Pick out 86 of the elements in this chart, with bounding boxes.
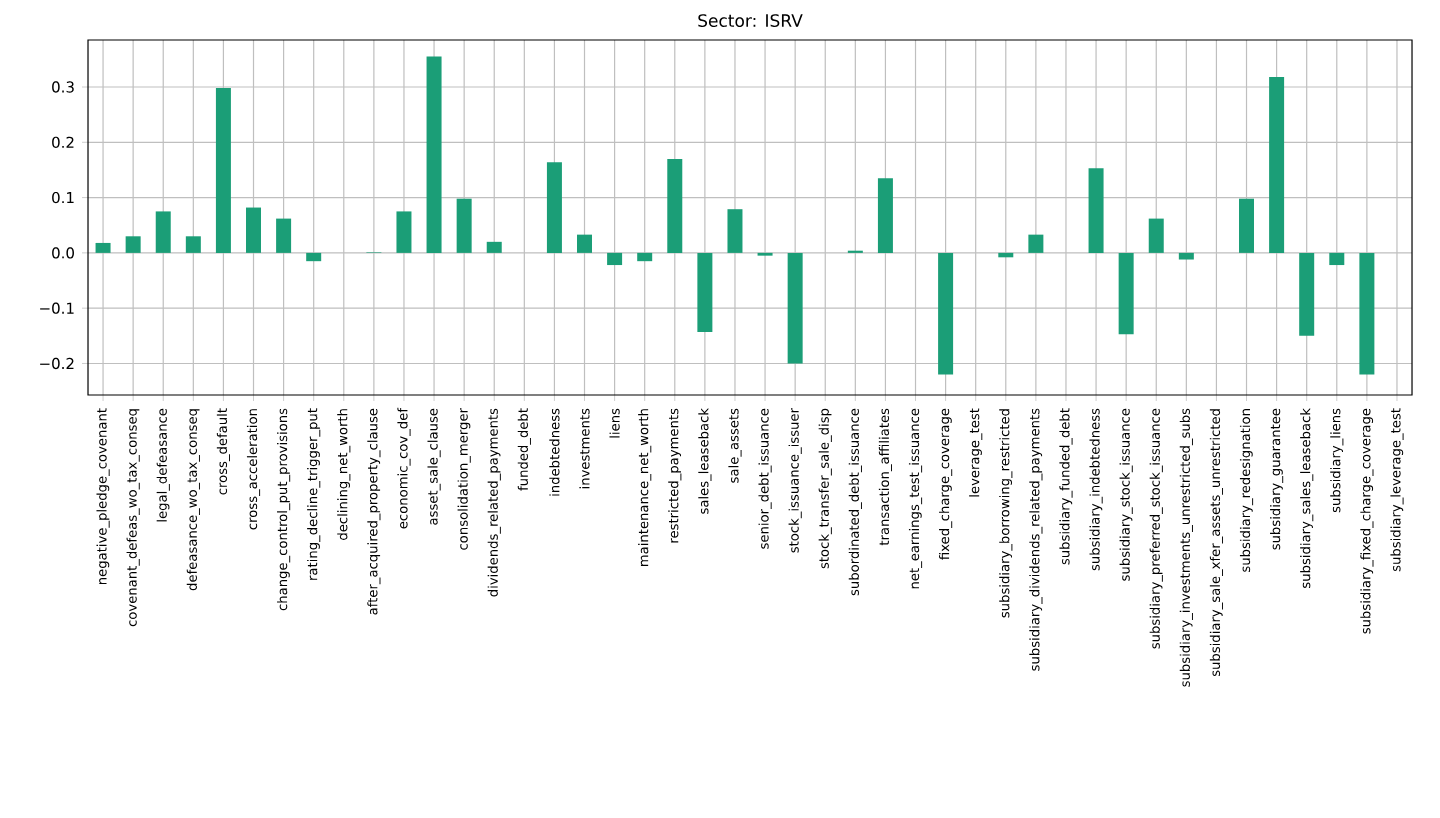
bar <box>546 162 562 253</box>
x-tick-label: sales_leaseback <box>698 408 712 514</box>
x-tick-label: subsidiary_preferred_stock_issuance <box>1149 408 1163 649</box>
x-tick-label: asset_sale_clause <box>427 408 441 525</box>
x-tick-label: subsidiary_redesignation <box>1239 409 1254 572</box>
bar <box>95 242 111 253</box>
bar <box>1299 252 1315 336</box>
bar <box>1359 252 1375 375</box>
bar <box>426 56 442 253</box>
bar <box>125 236 141 253</box>
x-tick-label: subsidiary_stock_issuance <box>1119 408 1133 581</box>
bar <box>185 236 201 253</box>
x-tick-label: consolidation_merger <box>457 408 471 550</box>
x-tick-label: subsidiary_dividends_related_payments <box>1029 408 1043 671</box>
x-tick-label: indebtedness <box>549 408 560 496</box>
x-tick-label: subsidiary_fixed_charge_coverage <box>1360 408 1374 634</box>
bar <box>306 252 322 262</box>
bar <box>276 218 292 253</box>
x-tick-label: senior_debt_issuance <box>758 408 772 549</box>
x-tick-label: subsidiary_sales_leaseback <box>1300 408 1314 588</box>
bar <box>1178 252 1194 260</box>
bar <box>1239 198 1255 253</box>
x-tick-label: subsidiary_funded_debt <box>1059 408 1073 565</box>
x-tick-label: subsidiary_liens <box>1330 408 1344 513</box>
x-tick-label: funded_debt <box>517 408 531 491</box>
x-tick-label: covenant_defeas_wo_tax_conseq <box>126 409 140 627</box>
bar <box>155 211 171 253</box>
x-tick-label: cross_acceleration <box>246 409 261 530</box>
y-tick-label: −0.1 <box>40 302 74 314</box>
bar <box>396 211 412 253</box>
bar <box>456 198 472 253</box>
x-tick-label: subordinated_debt_issuance <box>848 408 862 596</box>
bar <box>697 252 713 332</box>
bar <box>607 252 623 266</box>
bar <box>1329 252 1345 266</box>
x-tick-label: cross_default <box>216 408 230 495</box>
y-tick-label: 0.2 <box>52 136 74 148</box>
bar <box>1269 77 1285 253</box>
x-tick-label: dividends_related_payments <box>487 408 501 597</box>
x-tick-label: stock_transfer_sale_disp <box>818 408 832 569</box>
x-tick-label: transaction_affiliates <box>878 408 893 546</box>
bar <box>787 252 803 364</box>
x-tick-label: net_earnings_test_issuance <box>908 408 923 589</box>
x-tick-label: subsidiary_sale_xfer_assets_unrestricted <box>1209 409 1224 677</box>
x-tick-label: subsidiary_guarantee <box>1270 408 1284 550</box>
bar <box>1118 252 1134 335</box>
x-tick-label: rating_decline_trigger_put <box>307 408 321 580</box>
y-tick-label: 0.3 <box>52 81 74 93</box>
bar <box>998 252 1014 258</box>
x-tick-label: liens <box>609 408 620 438</box>
x-tick-label: maintenance_net_worth <box>638 409 652 567</box>
x-tick-label: after_acquired_property_clause <box>367 408 381 615</box>
x-tick-label: subsidiary_leverage_test <box>1390 408 1404 572</box>
x-tick-label: negative_pledge_covenant <box>96 408 110 585</box>
x-tick-label: subsidiary_borrowing_restricted <box>999 409 1013 618</box>
y-tick-label: 0.0 <box>52 247 74 259</box>
bar <box>1148 218 1164 253</box>
x-tick-label: legal_defeasance <box>156 408 170 522</box>
x-tick-label: economic_cov_def <box>397 407 411 529</box>
bar <box>246 207 262 253</box>
y-tick-label: 0.1 <box>52 191 74 204</box>
bar <box>1088 168 1104 253</box>
bar <box>667 158 683 253</box>
x-tick-label: change_control_put_provisions <box>277 408 291 611</box>
bar <box>1028 234 1044 253</box>
chart-title: Sector: ISRV <box>698 14 803 28</box>
bar <box>877 178 893 253</box>
x-tick-label: sale_assets <box>728 408 742 483</box>
bar <box>637 252 653 262</box>
bar <box>577 234 593 253</box>
bar <box>938 252 954 375</box>
bar <box>215 88 231 253</box>
x-tick-label: stock_issuance_issuer <box>788 408 802 553</box>
bar <box>757 252 773 256</box>
bar <box>727 209 743 253</box>
x-tick-label: fixed_charge_coverage <box>939 408 953 560</box>
bar <box>486 241 502 253</box>
x-tick-label: subsidiary_investments_unrestricted_subs <box>1179 408 1193 687</box>
x-tick-label: declining_net_worth <box>337 409 351 540</box>
x-tick-label: leverage_test <box>969 408 983 497</box>
x-tick-label: restricted_payments <box>668 408 682 543</box>
x-tick-label: defeasance_wo_tax_conseq <box>186 409 200 591</box>
y-tick-label: −0.2 <box>40 357 74 370</box>
x-tick-label: subsidiary_indebtedness <box>1089 408 1103 571</box>
bar <box>847 250 863 253</box>
x-tick-label: investments <box>579 408 590 489</box>
